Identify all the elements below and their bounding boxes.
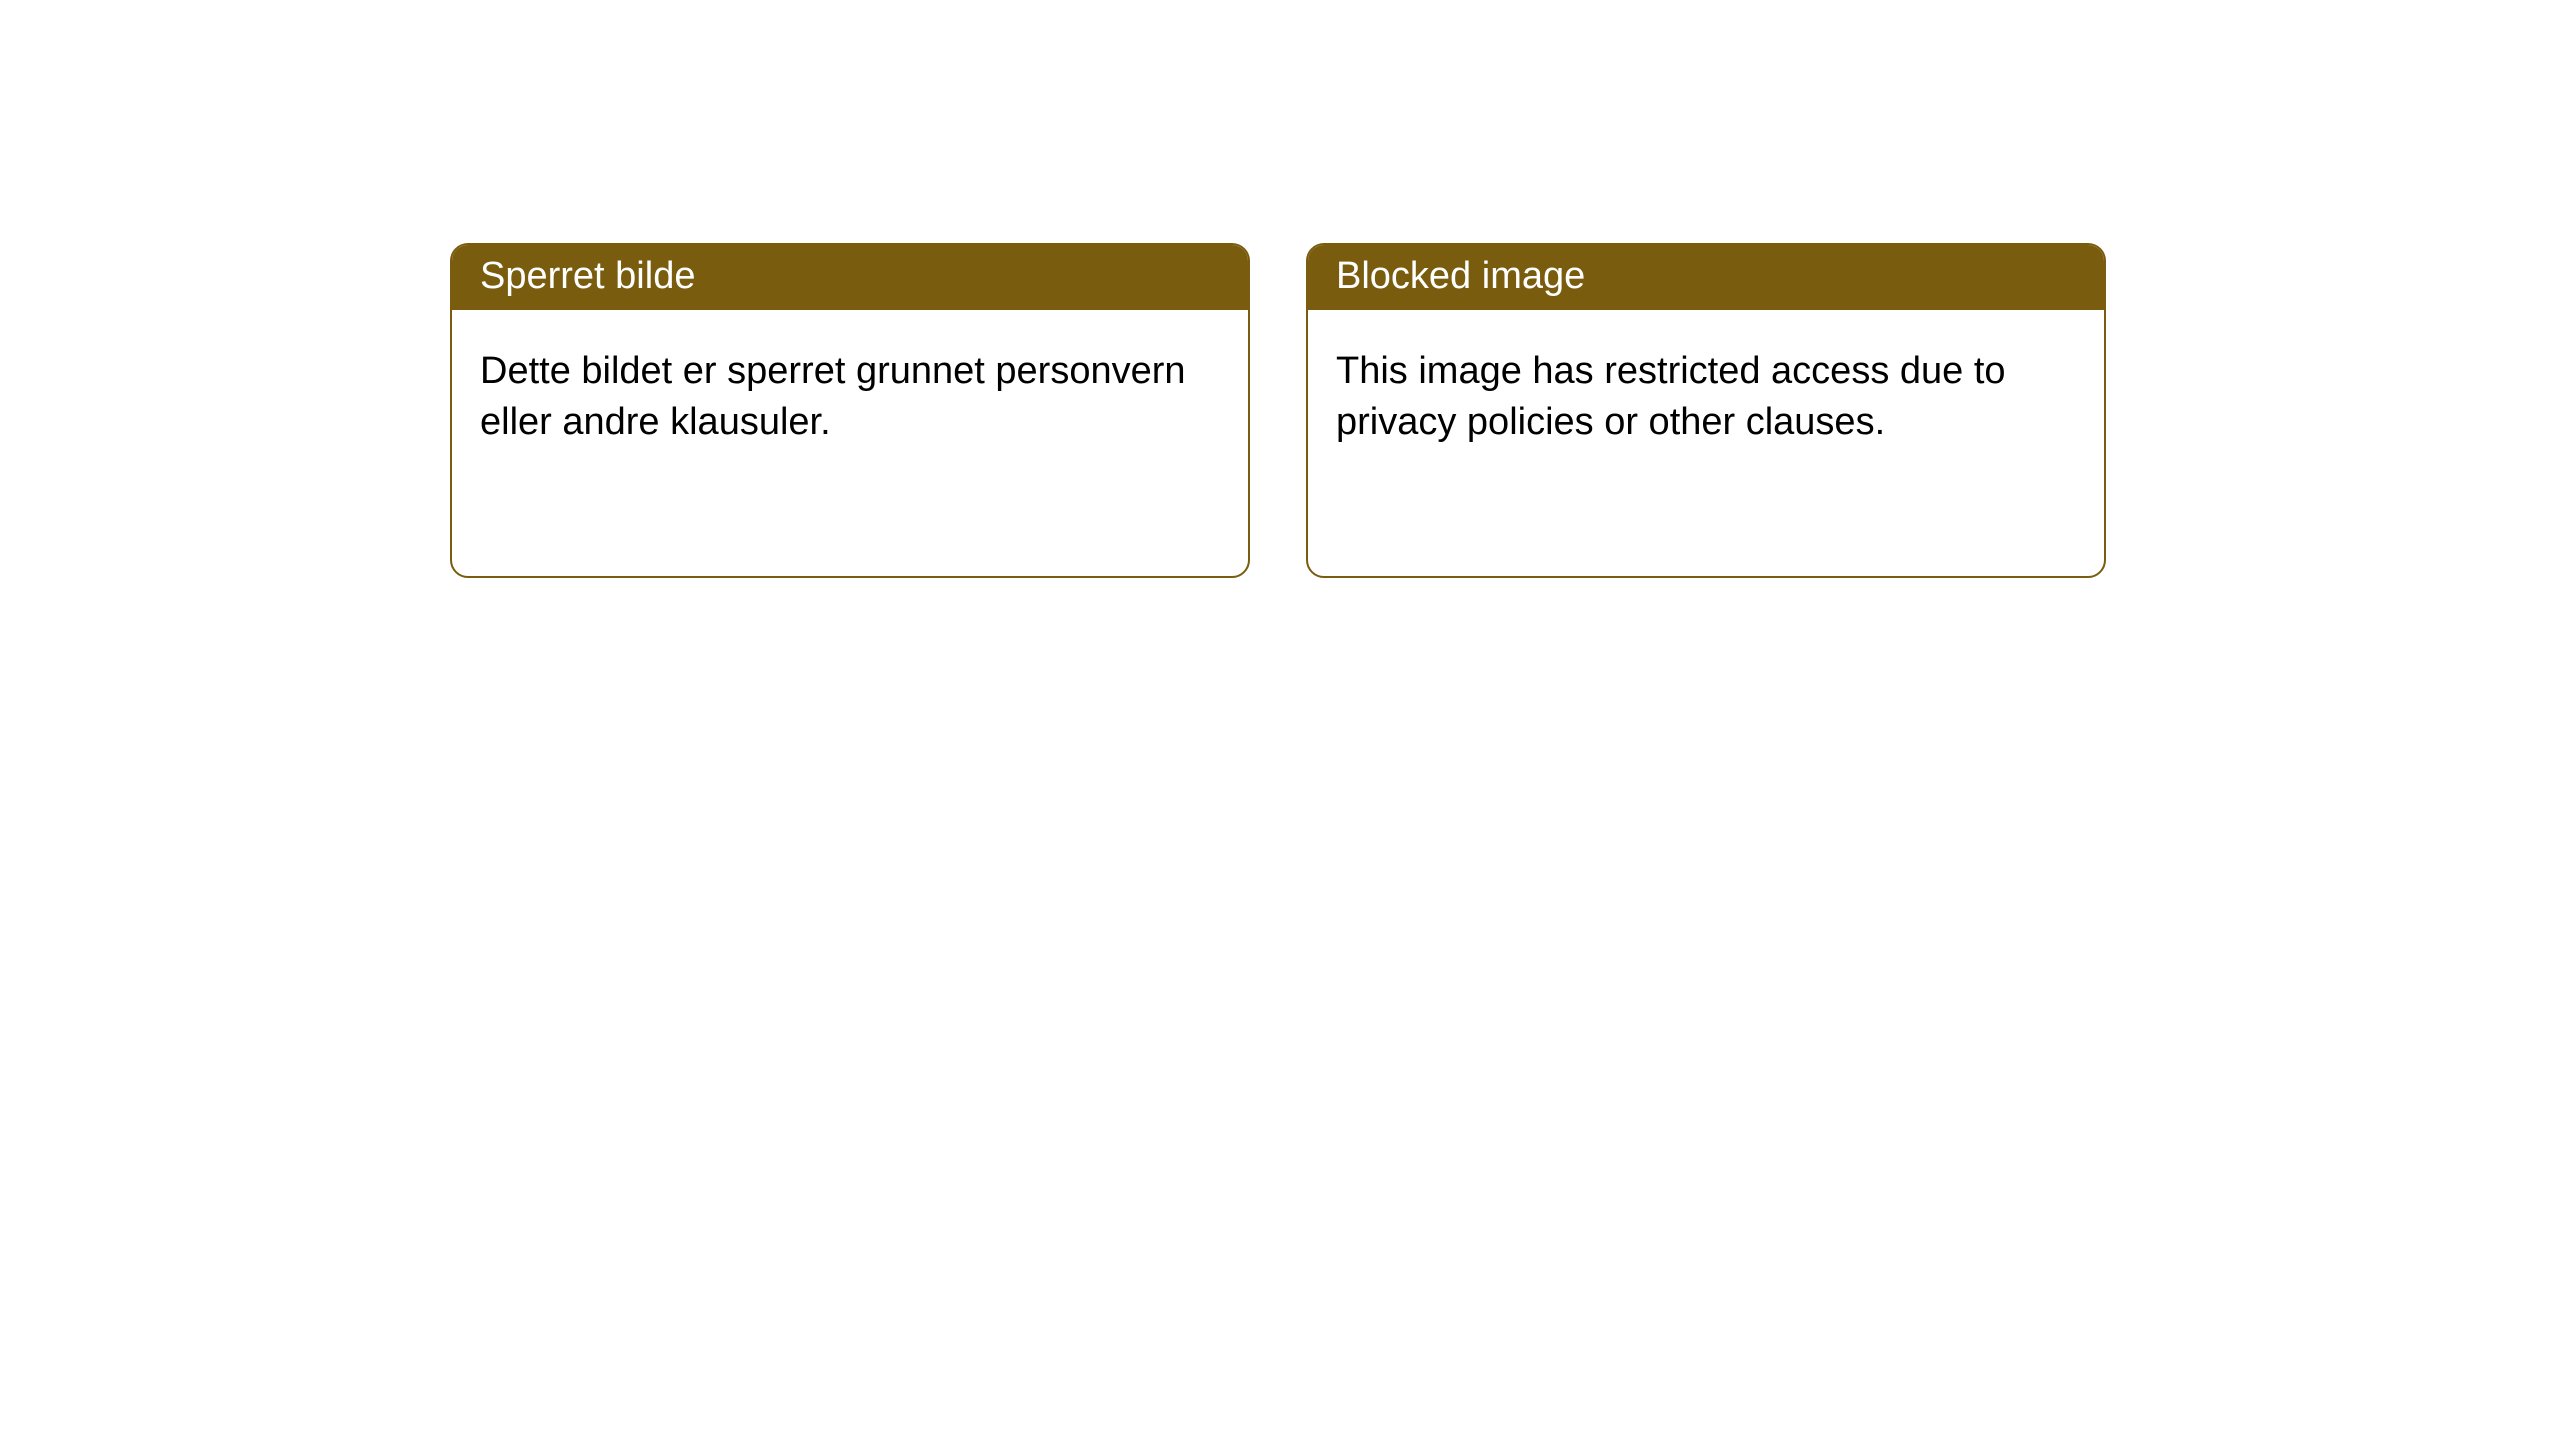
notice-card-title: Blocked image xyxy=(1308,245,2104,310)
notice-card-norwegian: Sperret bilde Dette bildet er sperret gr… xyxy=(450,243,1250,578)
notice-container: Sperret bilde Dette bildet er sperret gr… xyxy=(0,0,2560,578)
notice-card-body: Dette bildet er sperret grunnet personve… xyxy=(452,310,1248,477)
notice-card-title: Sperret bilde xyxy=(452,245,1248,310)
notice-card-english: Blocked image This image has restricted … xyxy=(1306,243,2106,578)
notice-card-body: This image has restricted access due to … xyxy=(1308,310,2104,477)
